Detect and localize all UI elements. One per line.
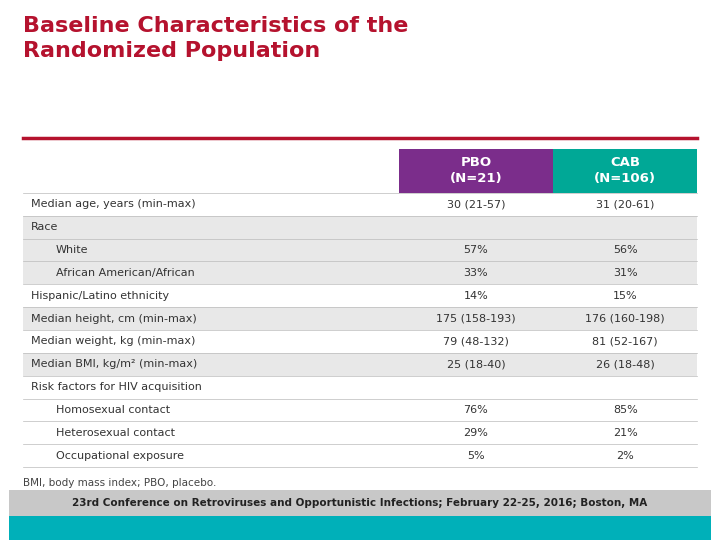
Text: Baseline Characteristics of the
Randomized Population: Baseline Characteristics of the Randomiz… bbox=[23, 16, 408, 61]
FancyBboxPatch shape bbox=[23, 421, 697, 444]
FancyBboxPatch shape bbox=[23, 444, 697, 467]
Text: 14%: 14% bbox=[464, 291, 488, 301]
Text: 5%: 5% bbox=[467, 451, 485, 461]
Text: 176 (160-198): 176 (160-198) bbox=[585, 314, 665, 323]
FancyBboxPatch shape bbox=[23, 330, 697, 353]
Text: 57%: 57% bbox=[464, 245, 488, 255]
Text: 23rd Conference on Retroviruses and Opportunistic Infections; February 22-25, 20: 23rd Conference on Retroviruses and Oppo… bbox=[73, 498, 647, 508]
Text: 21%: 21% bbox=[613, 428, 638, 438]
Text: 56%: 56% bbox=[613, 245, 638, 255]
Text: 31 (20-61): 31 (20-61) bbox=[596, 199, 654, 209]
Text: Median BMI, kg/m² (min-max): Median BMI, kg/m² (min-max) bbox=[31, 359, 197, 369]
Text: 31%: 31% bbox=[613, 268, 638, 278]
Text: African American/African: African American/African bbox=[55, 268, 194, 278]
Text: 25 (18-40): 25 (18-40) bbox=[446, 359, 505, 369]
Text: Risk factors for HIV acquisition: Risk factors for HIV acquisition bbox=[31, 382, 202, 392]
FancyBboxPatch shape bbox=[23, 353, 697, 376]
Text: BMI, body mass index; PBO, placebo.: BMI, body mass index; PBO, placebo. bbox=[23, 478, 216, 488]
FancyBboxPatch shape bbox=[23, 261, 697, 284]
Text: 26 (18-48): 26 (18-48) bbox=[596, 359, 654, 369]
Text: White: White bbox=[55, 245, 89, 255]
FancyBboxPatch shape bbox=[23, 193, 697, 215]
Text: CAB
(N=106): CAB (N=106) bbox=[594, 156, 657, 185]
Text: PBO
(N=21): PBO (N=21) bbox=[450, 156, 503, 185]
Text: Markowitz et al. CROI 2016; Boston, MA. Abstract 106.: Markowitz et al. CROI 2016; Boston, MA. … bbox=[431, 494, 697, 504]
Text: 30 (21-57): 30 (21-57) bbox=[446, 199, 505, 209]
FancyBboxPatch shape bbox=[9, 516, 711, 540]
FancyBboxPatch shape bbox=[9, 490, 711, 516]
Text: 81 (52-167): 81 (52-167) bbox=[593, 336, 658, 346]
Text: 33%: 33% bbox=[464, 268, 488, 278]
Text: 15%: 15% bbox=[613, 291, 638, 301]
FancyBboxPatch shape bbox=[23, 284, 697, 307]
Text: Median height, cm (min-max): Median height, cm (min-max) bbox=[31, 314, 197, 323]
Text: Race: Race bbox=[31, 222, 58, 232]
Text: Hispanic/Latino ethnicity: Hispanic/Latino ethnicity bbox=[31, 291, 169, 301]
Text: 29%: 29% bbox=[464, 428, 488, 438]
Text: 76%: 76% bbox=[464, 405, 488, 415]
Text: 2%: 2% bbox=[616, 451, 634, 461]
Text: 175 (158-193): 175 (158-193) bbox=[436, 314, 516, 323]
Text: Occupational exposure: Occupational exposure bbox=[55, 451, 184, 461]
Text: 85%: 85% bbox=[613, 405, 638, 415]
FancyBboxPatch shape bbox=[23, 399, 697, 421]
Text: Homosexual contact: Homosexual contact bbox=[55, 405, 170, 415]
FancyBboxPatch shape bbox=[23, 215, 697, 239]
Text: Median weight, kg (min-max): Median weight, kg (min-max) bbox=[31, 336, 196, 346]
FancyBboxPatch shape bbox=[399, 148, 553, 193]
FancyBboxPatch shape bbox=[23, 307, 697, 330]
Text: 79 (48-132): 79 (48-132) bbox=[443, 336, 509, 346]
Text: Median age, years (min-max): Median age, years (min-max) bbox=[31, 199, 196, 209]
Text: Heterosexual contact: Heterosexual contact bbox=[55, 428, 175, 438]
FancyBboxPatch shape bbox=[553, 148, 697, 193]
FancyBboxPatch shape bbox=[23, 376, 697, 399]
FancyBboxPatch shape bbox=[23, 239, 697, 261]
